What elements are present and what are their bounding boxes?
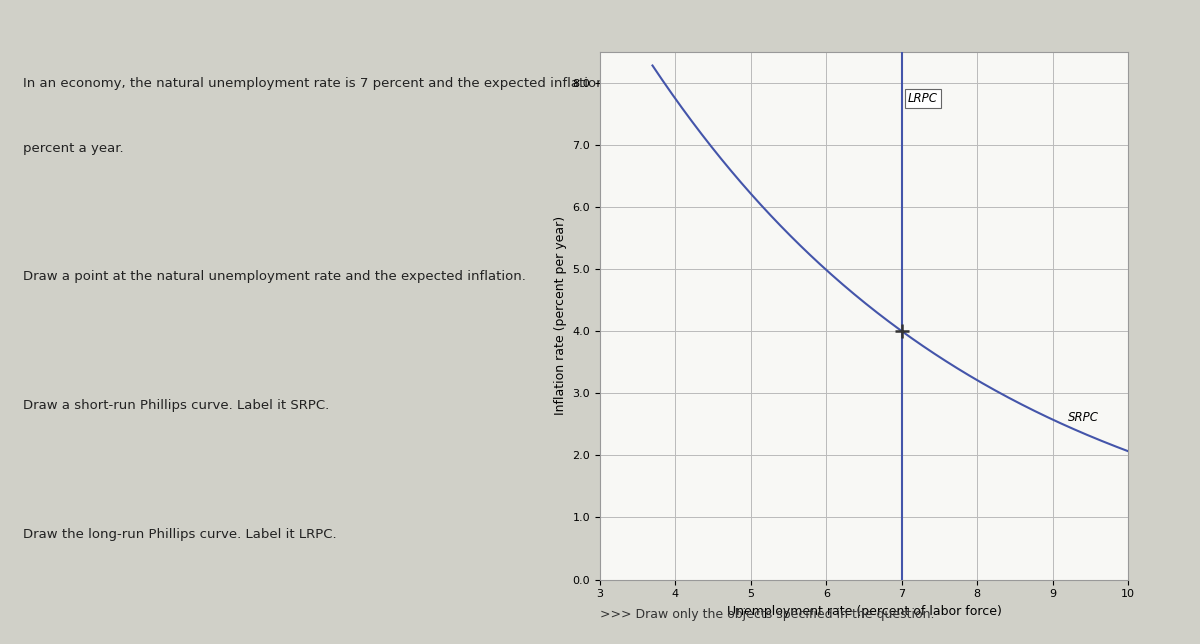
- Text: >>> Draw only the objects specified in the question.: >>> Draw only the objects specified in t…: [600, 608, 935, 621]
- Text: percent a year.: percent a year.: [23, 142, 124, 155]
- X-axis label: Unemployment rate (percent of labor force): Unemployment rate (percent of labor forc…: [726, 605, 1002, 618]
- Text: SRPC: SRPC: [1068, 411, 1099, 424]
- Text: Draw the long-run Phillips curve. Label it LRPC.: Draw the long-run Phillips curve. Label …: [23, 528, 336, 541]
- Text: Draw a short-run Phillips curve. Label it SRPC.: Draw a short-run Phillips curve. Label i…: [23, 399, 329, 412]
- Text: Draw a point at the natural unemployment rate and the expected inflation.: Draw a point at the natural unemployment…: [23, 270, 526, 283]
- Text: In an economy, the natural unemployment rate is 7 percent and the expected infla: In an economy, the natural unemployment …: [23, 77, 664, 90]
- Text: LRPC: LRPC: [907, 92, 937, 105]
- Y-axis label: Inflation rate (percent per year): Inflation rate (percent per year): [554, 216, 566, 415]
